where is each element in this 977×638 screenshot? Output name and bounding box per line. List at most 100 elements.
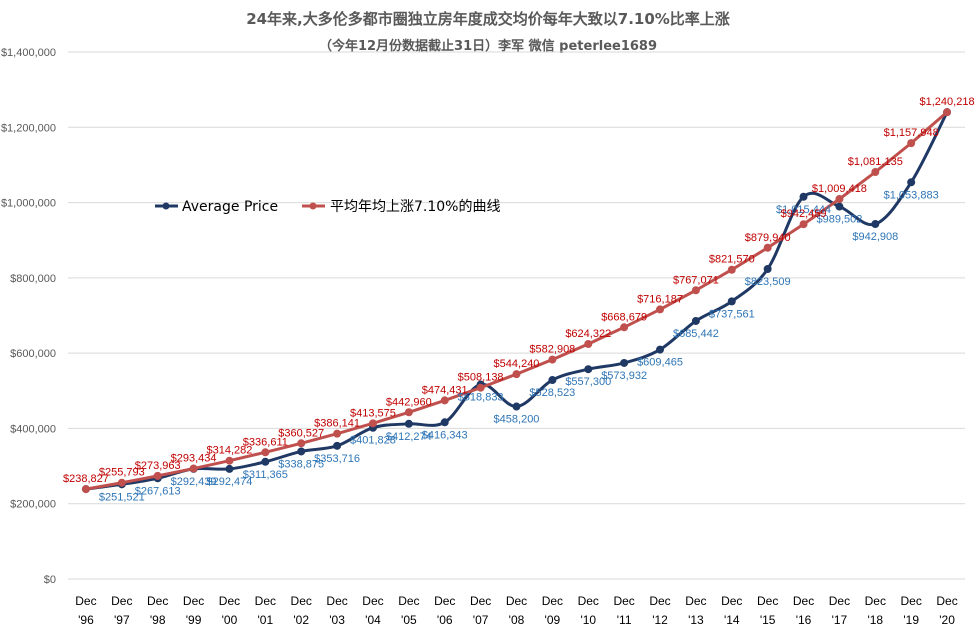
trend-point <box>656 305 665 314</box>
trend-label: $624,322 <box>565 328 611 340</box>
average-price-point <box>333 441 342 450</box>
average-price-point <box>512 402 521 411</box>
x-tick-label: Dec <box>111 594 132 608</box>
average-price-label: $251,521 <box>99 491 145 503</box>
average-price-label: $518,833 <box>458 391 504 403</box>
trend-point <box>691 286 700 295</box>
x-tick-label: '07 <box>473 613 489 627</box>
x-tick-label: '16 <box>796 613 812 627</box>
average-price-point <box>261 457 270 466</box>
x-tick-label: '03 <box>329 613 345 627</box>
average-price-label: $1,015,444 <box>776 204 831 216</box>
x-tick-label: Dec <box>578 594 599 608</box>
trend-point <box>476 383 485 392</box>
trend-point <box>117 478 126 487</box>
trend-point <box>871 168 880 177</box>
average-price-point <box>835 202 844 211</box>
average-price-point <box>763 265 772 274</box>
trend-point <box>727 265 736 274</box>
legend-label-trend: 平均年均上涨7.10%的曲线 <box>330 199 500 215</box>
x-tick-label: '17 <box>832 613 848 627</box>
trend-label: $386,141 <box>314 418 360 430</box>
x-tick-label: '04 <box>365 613 381 627</box>
average-price-label: $528,523 <box>529 387 575 399</box>
trend-point <box>763 243 772 252</box>
average-price-label: $942,908 <box>852 231 898 243</box>
average-price-label: $338,875 <box>278 458 324 470</box>
average-price-point <box>225 464 234 473</box>
average-price-label: $292,439 <box>171 476 217 488</box>
trend-point <box>835 195 844 204</box>
series-group <box>81 108 952 494</box>
average-price-line <box>85 111 949 491</box>
x-tick-label: '97 <box>114 613 130 627</box>
average-price-point <box>907 178 916 187</box>
x-tick-label: Dec <box>613 594 634 608</box>
x-tick-label: Dec <box>398 594 419 608</box>
average-price-label: $823,509 <box>745 276 791 288</box>
trend-label: $1,157,948 <box>884 127 939 139</box>
y-tick-label: $400,000 <box>10 423 56 435</box>
x-tick-label: Dec <box>936 594 957 608</box>
data-labels: $251,521$267,613$292,439$292,474$311,365… <box>63 96 975 503</box>
x-tick-label: Dec <box>901 594 922 608</box>
average-price-label: $401,828 <box>350 435 396 447</box>
trend-label: $360,527 <box>278 427 324 439</box>
average-price-label: $458,200 <box>494 414 540 426</box>
x-tick-label: '18 <box>867 613 883 627</box>
x-tick-label: Dec <box>685 594 706 608</box>
trend-label: $336,611 <box>243 436 288 448</box>
trend-point <box>620 323 629 332</box>
trend-label: $879,940 <box>745 232 791 244</box>
x-tick-label: Dec <box>793 594 814 608</box>
x-axis: Dec '96 Dec '97 Dec '98 Dec '99 Dec '00 Dec '01 Dec '… <box>75 594 957 627</box>
x-tick-label: Dec <box>829 594 850 608</box>
average-price-label: $609,465 <box>637 357 683 369</box>
average-price-label: $311,365 <box>243 469 288 481</box>
average-price-point <box>871 220 880 229</box>
y-tick-label: $1,000,000 <box>1 198 56 210</box>
trend-label: $1,009,418 <box>812 183 867 195</box>
trend-point <box>943 108 952 117</box>
average-price-point <box>799 192 808 201</box>
legend-marker-trend <box>309 202 317 210</box>
x-tick-label: '05 <box>401 613 417 627</box>
x-tick-label: '09 <box>545 613 561 627</box>
x-tick-label: '08 <box>509 613 525 627</box>
y-tick-label: $600,000 <box>10 348 56 360</box>
trend-point <box>189 464 198 473</box>
average-price-point <box>584 365 593 374</box>
trend-point <box>81 485 90 494</box>
trend-label: $544,240 <box>494 358 540 370</box>
x-tick-label: Dec <box>865 594 886 608</box>
average-price-point <box>620 358 629 367</box>
trend-point <box>440 396 449 405</box>
x-tick-label: Dec <box>434 594 455 608</box>
x-tick-label: '19 <box>903 613 919 627</box>
trend-label: $442,960 <box>386 396 432 408</box>
average-price-point <box>548 376 557 385</box>
trend-point <box>153 471 162 480</box>
average-price-point <box>656 345 665 354</box>
x-tick-label: '14 <box>724 613 740 627</box>
y-tick-label: $1,200,000 <box>1 122 56 134</box>
x-tick-label: Dec <box>183 594 204 608</box>
x-tick-label: '06 <box>437 613 453 627</box>
trend-line <box>85 111 949 491</box>
trend-point <box>297 439 306 448</box>
average-price-label: $685,442 <box>673 328 719 340</box>
trend-label: $413,575 <box>350 407 396 419</box>
trend-point <box>907 139 916 148</box>
x-tick-label: Dec <box>291 594 312 608</box>
x-tick-label: '99 <box>186 613 202 627</box>
trend-point <box>799 220 808 229</box>
trend-point <box>333 429 342 438</box>
legend-label-average-price: Average Price <box>182 199 278 215</box>
average-price-label: $737,561 <box>709 308 755 320</box>
average-price-label: $353,716 <box>314 453 360 465</box>
chart-subtitle: （今年12月份数据截止31日）李军 微信 peterlee1689 <box>319 38 657 54</box>
trend-point <box>548 355 557 364</box>
x-tick-label: '12 <box>652 613 668 627</box>
x-tick-label: Dec <box>649 594 670 608</box>
average-price-point <box>727 297 736 306</box>
